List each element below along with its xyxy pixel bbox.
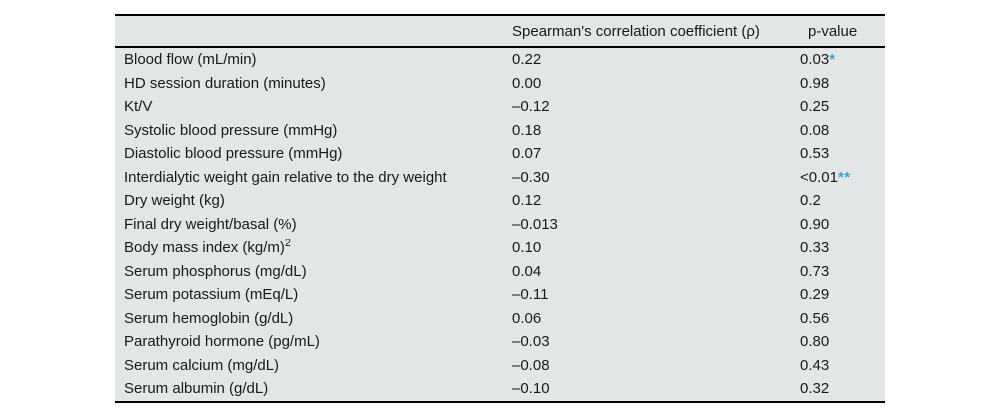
row-p-value: <0.01** — [800, 168, 851, 186]
row-p-value: 0.25 — [800, 98, 830, 116]
row-variable-label: Final dry weight/basal (%) — [124, 215, 297, 233]
row-p-value: 0.80 — [800, 333, 830, 351]
superscript: 2 — [284, 239, 292, 250]
row-p-value: 0.29 — [800, 286, 830, 304]
row-p-value: 0.08 — [800, 121, 830, 139]
row-correlation-value: –0.013 — [512, 215, 558, 233]
row-correlation-value: –0.12 — [512, 98, 550, 116]
row-correlation-value: 0.18 — [512, 121, 542, 139]
row-variable-label: Kt/V — [124, 98, 153, 116]
row-correlation-value: 0.07 — [512, 145, 542, 163]
row-p-value: 0.2 — [800, 192, 821, 210]
row-p-value: 0.32 — [800, 380, 830, 398]
table-row: HD session duration (minutes) 0.00 0.98 — [115, 72, 885, 96]
row-variable-label: Body mass index (kg/m)2 — [124, 239, 292, 257]
row-variable-label: Parathyroid hormone (pg/mL) — [124, 333, 320, 351]
row-variable-label: Diastolic blood pressure (mmHg) — [124, 145, 343, 163]
row-correlation-value: 0.22 — [512, 51, 542, 69]
row-correlation-value: –0.10 — [512, 380, 550, 398]
row-p-value: 0.90 — [800, 215, 830, 233]
row-variable-label: Serum hemoglobin (g/dL) — [124, 309, 294, 327]
table-header-row: Spearman's correlation coefficient (ρ) p… — [115, 16, 885, 48]
table-row: Final dry weight/basal (%) –0.013 0.90 — [115, 213, 885, 237]
table-row: Serum calcium (mg/dL) –0.08 0.43 — [115, 354, 885, 378]
row-p-value: 0.03* — [800, 51, 836, 69]
table-row: Interdialytic weight gain relative to th… — [115, 166, 885, 190]
table-body: Blood flow (mL/min) 0.22 0.03* HD sessio… — [115, 48, 885, 401]
row-variable-label: Serum calcium (mg/dL) — [124, 356, 280, 374]
table-row: Diastolic blood pressure (mmHg) 0.07 0.5… — [115, 142, 885, 166]
table-row: Systolic blood pressure (mmHg) 0.18 0.08 — [115, 119, 885, 143]
row-variable-label: HD session duration (minutes) — [124, 74, 326, 92]
row-variable-label: Serum albumin (g/dL) — [124, 380, 269, 398]
row-variable-label: Serum phosphorus (mg/dL) — [124, 262, 307, 280]
table-row: Blood flow (mL/min) 0.22 0.03* — [115, 48, 885, 72]
row-p-value: 0.98 — [800, 74, 830, 92]
row-variable-label: Dry weight (kg) — [124, 192, 225, 210]
row-correlation-value: 0.12 — [512, 192, 542, 210]
table-row: Serum phosphorus (mg/dL) 0.04 0.73 — [115, 260, 885, 284]
row-correlation-value: 0.04 — [512, 262, 542, 280]
row-p-value: 0.43 — [800, 356, 830, 374]
table-row: Parathyroid hormone (pg/mL) –0.03 0.80 — [115, 330, 885, 354]
row-correlation-value: –0.03 — [512, 333, 550, 351]
row-variable-label: Blood flow (mL/min) — [124, 51, 257, 69]
table-row: Body mass index (kg/m)2 0.10 0.33 — [115, 236, 885, 260]
table-row: Serum albumin (g/dL) –0.10 0.32 — [115, 377, 885, 401]
significance-asterisk: ** — [837, 168, 851, 186]
row-variable-label: Interdialytic weight gain relative to th… — [124, 168, 447, 186]
table-row: Dry weight (kg) 0.12 0.2 — [115, 189, 885, 213]
header-p-value: p-value — [808, 22, 858, 40]
row-correlation-value: –0.11 — [512, 286, 549, 304]
row-p-value: 0.56 — [800, 309, 830, 327]
row-variable-label: Serum potassium (mEq/L) — [124, 286, 299, 304]
table-row: Serum potassium (mEq/L) –0.11 0.29 — [115, 283, 885, 307]
row-p-value: 0.73 — [800, 262, 830, 280]
header-spearman-coefficient: Spearman's correlation coefficient (ρ) — [512, 22, 760, 40]
row-correlation-value: 0.06 — [512, 309, 542, 327]
significance-asterisk: * — [829, 51, 836, 69]
row-correlation-value: –0.30 — [512, 168, 550, 186]
table-row: Kt/V –0.12 0.25 — [115, 95, 885, 119]
row-correlation-value: 0.00 — [512, 74, 542, 92]
row-p-value: 0.53 — [800, 145, 830, 163]
row-p-value: 0.33 — [800, 239, 830, 257]
row-variable-label: Systolic blood pressure (mmHg) — [124, 121, 338, 139]
row-correlation-value: –0.08 — [512, 356, 550, 374]
row-correlation-value: 0.10 — [512, 239, 542, 257]
table-row: Serum hemoglobin (g/dL) 0.06 0.56 — [115, 307, 885, 331]
correlation-table: Spearman's correlation coefficient (ρ) p… — [115, 14, 885, 403]
